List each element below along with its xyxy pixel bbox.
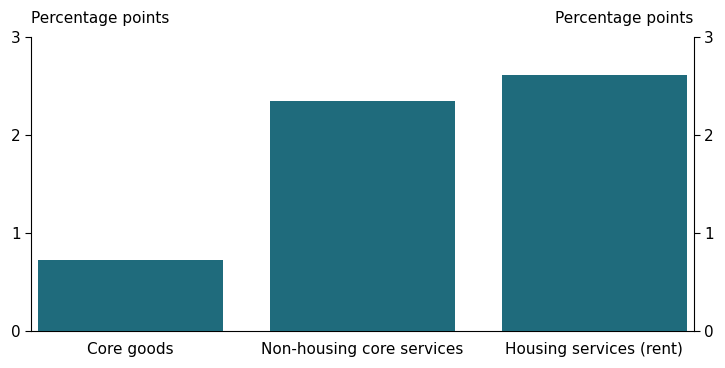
Bar: [38, 261, 223, 331]
Text: Percentage points: Percentage points: [31, 11, 170, 26]
Text: Percentage points: Percentage points: [555, 11, 694, 26]
Bar: [502, 75, 687, 331]
Bar: [270, 101, 455, 331]
